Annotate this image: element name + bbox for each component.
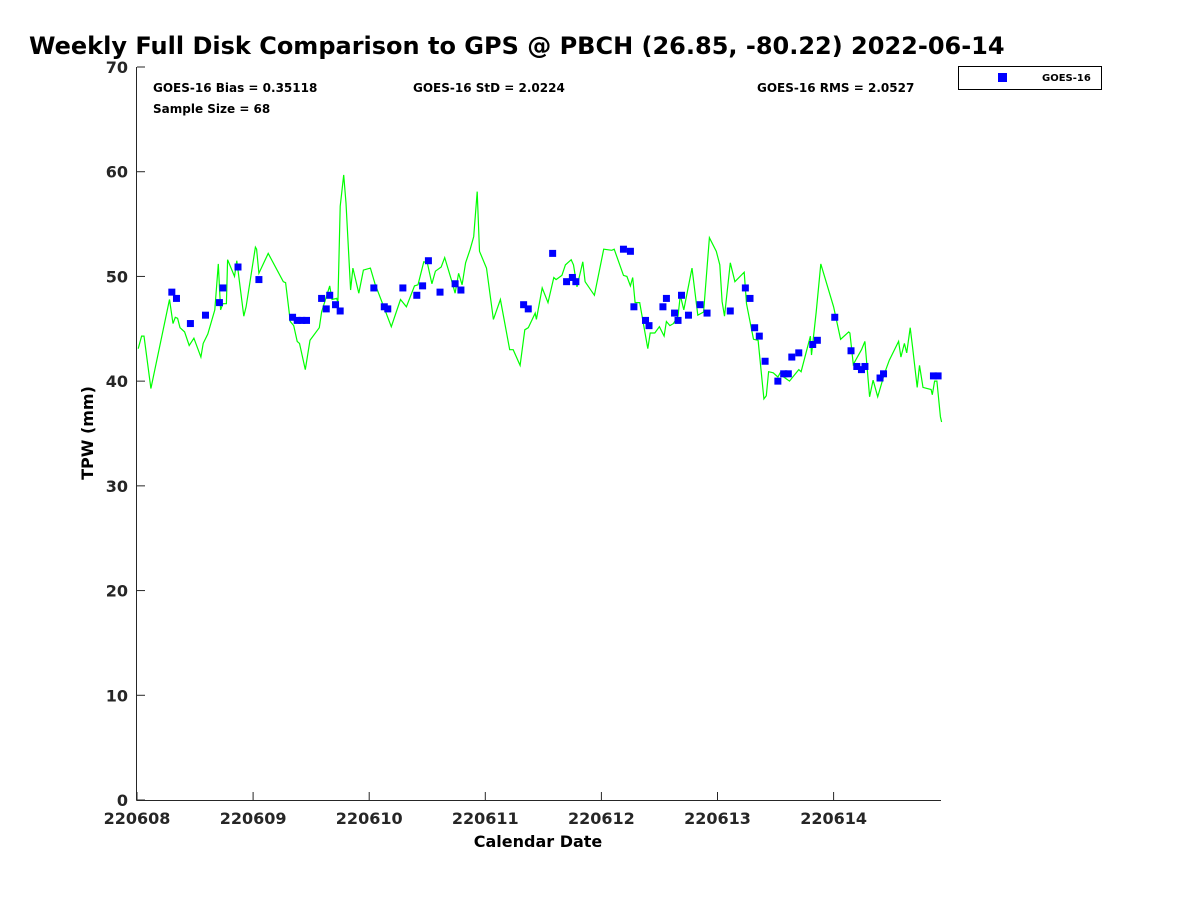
goes-16-point (809, 340, 817, 348)
goes-16-point (572, 278, 580, 286)
legend: GOES-16 (958, 66, 1102, 90)
goes-16-point (322, 305, 330, 313)
rms-annotation: GOES-16 RMS = 2.0527 (757, 81, 914, 95)
goes-16-point (293, 316, 301, 324)
goes-16-point (520, 301, 528, 309)
goes-16-point (563, 278, 571, 286)
goes-16-point (168, 288, 176, 296)
goes-16-point (853, 362, 861, 370)
goes-16-point (451, 280, 459, 288)
goes-16-point (746, 294, 754, 302)
goes-16-point (626, 247, 634, 255)
goes-16-point (726, 307, 734, 315)
goes-16-point (774, 377, 782, 385)
goes-16-point (370, 284, 378, 292)
gps-series (137, 174, 943, 423)
goes-16-point (619, 245, 627, 253)
goes-16-point (703, 309, 711, 317)
goes-16-point (215, 299, 223, 307)
sample-size-annotation: Sample Size = 68 (153, 102, 270, 116)
y-tick-label: 60 (106, 163, 128, 182)
y-tick-label: 50 (106, 267, 128, 286)
y-tick-label: 10 (106, 686, 128, 705)
goes-16-point (741, 284, 749, 292)
goes-16-point (780, 370, 788, 378)
goes-16-point (234, 263, 242, 271)
goes-16-point (332, 301, 340, 309)
goes-16-point (761, 357, 769, 365)
goes-16-point (795, 349, 803, 357)
x-tick-label: 220609 (220, 809, 287, 828)
goes-16-point (788, 353, 796, 361)
goes-16-point (642, 316, 650, 324)
goes-16-point (755, 332, 763, 340)
goes-16-point (568, 273, 576, 281)
goes-16-point (678, 291, 686, 299)
goes-16-point (674, 316, 682, 324)
goes-16-point (289, 313, 297, 321)
goes-16-point (813, 336, 821, 344)
y-axis-label: TPW (mm) (78, 386, 97, 480)
x-tick-label: 220614 (800, 809, 867, 828)
goes-16-point (384, 305, 392, 313)
goes-16-point (298, 316, 306, 324)
goes-16-point (186, 320, 194, 328)
goes-16-point (831, 313, 839, 321)
gps-line (137, 174, 943, 423)
goes-16-point (424, 257, 432, 265)
goes-16-point (671, 309, 679, 317)
x-axis-label: Calendar Date (474, 832, 603, 851)
y-tick-label: 0 (117, 791, 128, 810)
x-tick-label: 220611 (452, 809, 519, 828)
std-annotation: GOES-16 StD = 2.0224 (413, 81, 565, 95)
goes-16-point (399, 284, 407, 292)
goes-16-point (326, 291, 334, 299)
goes-16-point (659, 303, 667, 311)
goes-16-point (303, 316, 311, 324)
goes-16-point (524, 305, 532, 313)
goes-16-point (929, 372, 937, 380)
y-tick-label: 20 (106, 582, 128, 601)
legend-label-goes-16: GOES-16 (1042, 73, 1091, 84)
goes-16-point (861, 362, 869, 370)
legend-marker-goes-16 (998, 73, 1007, 82)
goes-16-point (201, 311, 209, 319)
goes-16-point (645, 322, 653, 330)
goes-16-point (419, 282, 427, 290)
goes-16-point (696, 301, 704, 309)
goes-16-point (219, 284, 227, 292)
goes-16-point (847, 347, 855, 355)
goes-16-point (336, 307, 344, 315)
goes-16-point (876, 374, 884, 382)
goes-16-point (934, 372, 942, 380)
goes-16-point (318, 294, 326, 302)
legend-box (958, 66, 1102, 90)
chart-title: Weekly Full Disk Comparison to GPS @ PBC… (29, 32, 1005, 60)
goes-16-point (751, 324, 759, 332)
goes-16-point (684, 311, 692, 319)
y-tick-label: 70 (106, 58, 128, 77)
y-tick-label: 40 (106, 372, 128, 391)
goes-16-point (413, 291, 421, 299)
x-tick-label: 220613 (684, 809, 751, 828)
goes-16-point (662, 294, 670, 302)
goes-16-point (457, 286, 465, 294)
bias-annotation: GOES-16 Bias = 0.35118 (153, 81, 317, 95)
goes-16-series (168, 245, 942, 385)
x-tick-label: 220612 (568, 809, 635, 828)
goes-16-point (630, 303, 638, 311)
goes-16-point (172, 294, 180, 302)
goes-16-point (549, 249, 557, 257)
y-tick-label: 30 (106, 477, 128, 496)
goes-16-point (784, 370, 792, 378)
x-tick-label: 220610 (336, 809, 403, 828)
goes-16-point (255, 276, 263, 284)
goes-16-point (436, 288, 444, 296)
x-tick-label: 220608 (104, 809, 171, 828)
goes-16-point (880, 370, 888, 378)
axes: 0 10 20 30 40 50 60 70 220608 220609 220610 220611 2… (104, 58, 941, 828)
